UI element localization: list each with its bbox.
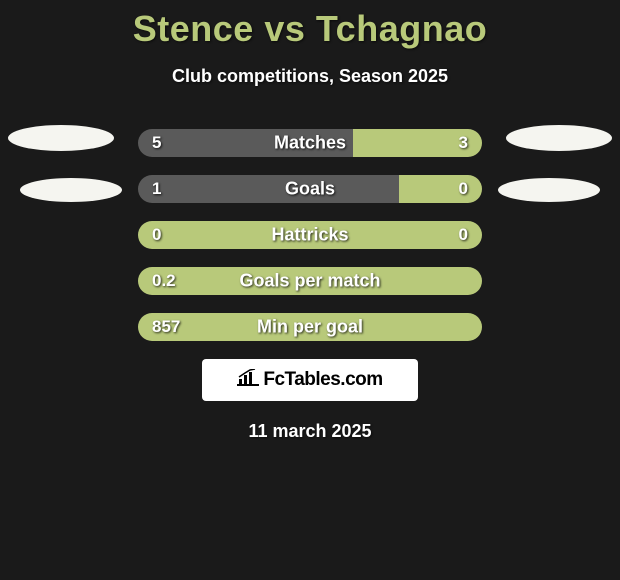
- stat-label: Min per goal: [257, 317, 363, 338]
- stat-label: Matches: [274, 133, 346, 154]
- stat-value-left: 857: [152, 317, 180, 337]
- page-title: Stence vs Tchagnao: [0, 0, 620, 50]
- stat-value-left: 0.2: [152, 271, 176, 291]
- stats-area: Matches 5 3 Goals 1 0 Hattricks 0 0 Goals per mat…: [0, 129, 620, 341]
- logo-text: FcTables.com: [263, 369, 382, 391]
- page-subtitle: Club competitions, Season 2025: [0, 66, 620, 87]
- bar-left-fill: [138, 175, 399, 203]
- stat-row: Goals 1 0: [0, 175, 620, 203]
- logo-box: FcTables.com: [202, 359, 418, 401]
- stat-value-right: 0: [459, 225, 468, 245]
- stat-row: Min per goal 857: [0, 313, 620, 341]
- stat-value-left: 5: [152, 133, 161, 153]
- comparison-infographic: Stence vs Tchagnao Club competitions, Se…: [0, 0, 620, 442]
- stat-value-right: 0: [459, 179, 468, 199]
- stat-bar: Goals 1 0: [138, 175, 482, 203]
- stat-row: Hattricks 0 0: [0, 221, 620, 249]
- stat-value-left: 1: [152, 179, 161, 199]
- bar-right-fill: [399, 175, 482, 203]
- stat-bar: Min per goal 857: [138, 313, 482, 341]
- stat-bar: Hattricks 0 0: [138, 221, 482, 249]
- footer-date: 11 march 2025: [0, 421, 620, 442]
- stat-bar: Goals per match 0.2: [138, 267, 482, 295]
- stat-row: Matches 5 3: [0, 129, 620, 157]
- stat-value-left: 0: [152, 225, 161, 245]
- stat-value-right: 3: [459, 133, 468, 153]
- stat-row: Goals per match 0.2: [0, 267, 620, 295]
- stat-label: Hattricks: [271, 225, 348, 246]
- stat-label: Goals per match: [239, 271, 380, 292]
- chart-icon: [237, 369, 259, 392]
- stat-label: Goals: [285, 179, 335, 200]
- stat-bar: Matches 5 3: [138, 129, 482, 157]
